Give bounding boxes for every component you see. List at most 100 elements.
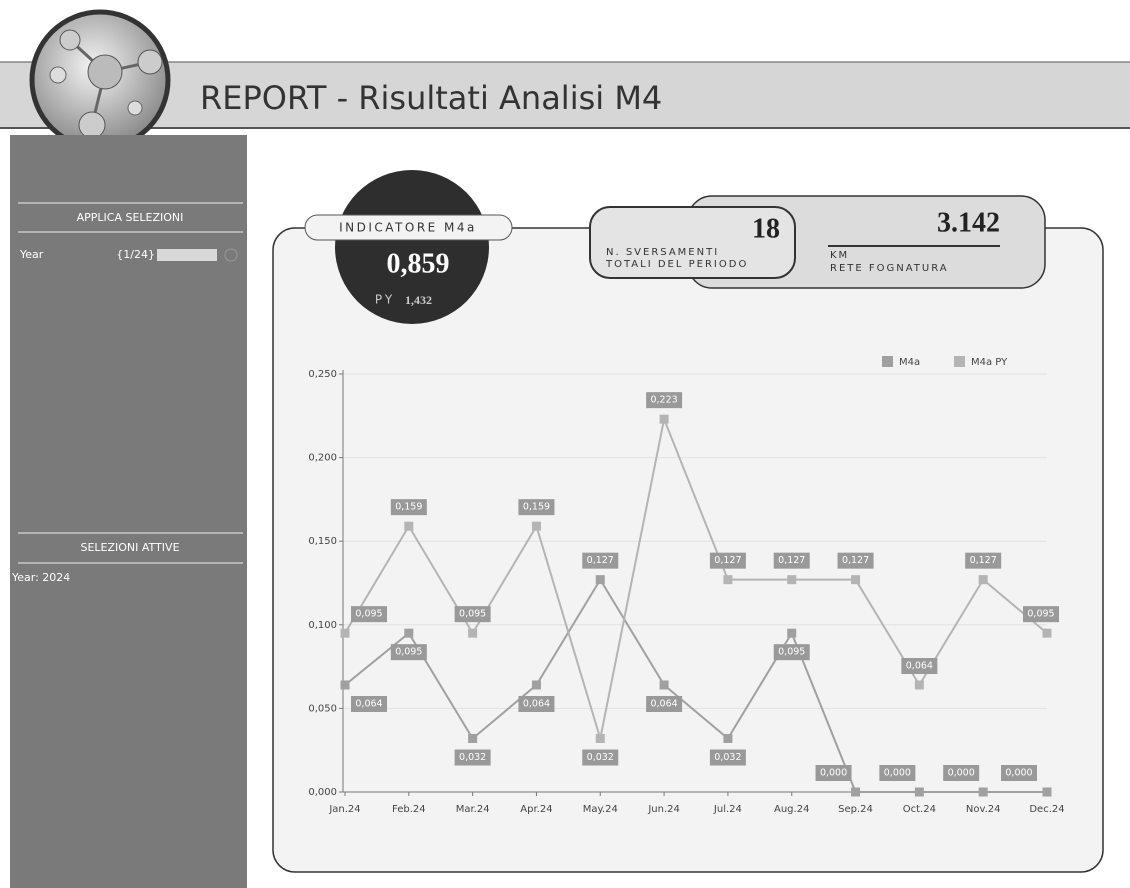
kpi-tag	[304, 214, 513, 241]
value-label: 0,159	[395, 502, 422, 513]
series-line	[344, 577, 1047, 793]
section-title: APPLICA SELEZIONI	[77, 211, 184, 224]
kpi-label: N. SVERSAMENTI	[606, 247, 719, 258]
x-tick-label: Nov.24	[966, 804, 1001, 815]
legend-label: M4a PY	[971, 357, 1008, 368]
filter-slider[interactable]	[157, 249, 217, 261]
value-label-bg	[837, 552, 874, 569]
kpi-label: INDICATORE M4a	[339, 221, 477, 235]
value-label-bg	[518, 499, 555, 516]
point-marker	[1042, 628, 1052, 638]
x-tick-label: Jul.24	[713, 804, 742, 815]
y-tick-label: 0,050	[308, 703, 337, 714]
value-label: 0,064	[523, 698, 550, 709]
value-label: 0,000	[1005, 768, 1032, 779]
value-label: 0,032	[587, 752, 614, 763]
value-label-bg	[1023, 606, 1059, 623]
point-marker	[468, 628, 478, 638]
value-label-bg	[773, 644, 810, 661]
point-marker	[914, 680, 924, 690]
value-label-bg	[351, 695, 387, 712]
kpi-label: RETE FOGNATURA	[830, 263, 949, 274]
kpi-value: 3.142	[937, 207, 1000, 238]
value-label: 0,032	[714, 752, 741, 763]
point-marker	[1042, 787, 1052, 797]
value-label-bg	[879, 765, 916, 781]
point-marker	[468, 733, 478, 743]
value-label: 0,095	[459, 609, 486, 620]
kpi-value: 0,859	[387, 248, 450, 279]
x-tick-label: Apr.24	[520, 804, 552, 815]
point-marker	[723, 733, 733, 743]
value-label-bg	[351, 606, 387, 623]
value-label-bg	[965, 552, 1002, 569]
kpi-label: TOTALI DEL PERIODO	[605, 259, 748, 270]
value-label: 0,095	[395, 647, 422, 658]
x-tick-label: Feb.24	[392, 804, 426, 815]
y-tick-label: 0,150	[308, 536, 337, 547]
value-label: 0,000	[884, 768, 911, 779]
x-tick-label: Jan.24	[328, 804, 360, 815]
reset-icon[interactable]	[224, 248, 238, 262]
point-marker	[787, 628, 797, 638]
point-marker	[851, 575, 861, 585]
point-marker	[723, 575, 733, 585]
logo	[29, 9, 171, 151]
x-tick-label: Dec.24	[1029, 804, 1064, 815]
legend-swatch	[882, 356, 893, 367]
x-tick-label: Aug.24	[774, 804, 809, 815]
value-label-bg	[901, 657, 938, 674]
point-marker	[595, 733, 605, 743]
value-label: 0,064	[355, 698, 382, 709]
y-tick-label: 0,250	[308, 369, 337, 380]
point-marker	[659, 414, 669, 424]
value-label-bg	[773, 552, 810, 569]
line-chart: 0,000 0,050 0,100 0,150 0,200 0,250 Jan.24 Feb.…	[308, 356, 1065, 815]
point-marker	[978, 575, 988, 585]
page-title: REPORT - Risultati Analisi M4	[200, 79, 662, 117]
value-label: 0,064	[650, 698, 677, 709]
value-label: 0,064	[906, 660, 933, 671]
x-tick-label: Sep.24	[838, 804, 873, 815]
point-marker	[851, 787, 861, 797]
kpi-py-label: PY	[375, 293, 395, 307]
value-label-bg	[646, 392, 683, 409]
legend-swatch	[954, 356, 965, 367]
value-label-bg	[390, 644, 427, 661]
x-tick-label: Jun.24	[647, 804, 680, 815]
value-label: 0,032	[459, 752, 486, 763]
point-marker	[659, 680, 669, 690]
value-label: 0,127	[714, 555, 741, 566]
x-tick-label: May.24	[583, 804, 618, 815]
value-label-bg	[709, 749, 746, 766]
point-marker	[340, 680, 350, 690]
kpi-card	[589, 206, 796, 279]
kpi-unit: KM	[830, 250, 849, 261]
y-tick-label: 0,000	[308, 787, 337, 798]
section-title: SELEZIONI ATTIVE	[80, 541, 179, 554]
kpi-circle	[335, 170, 489, 324]
x-tick-label: Mar.24	[456, 804, 490, 815]
value-label: 0,127	[587, 555, 614, 566]
value-label: 0,000	[948, 768, 975, 779]
value-label-bg	[454, 606, 491, 623]
value-label-bg	[815, 765, 852, 781]
header-band	[0, 62, 1130, 128]
value-label: 0,127	[778, 555, 805, 566]
value-label: 0,095	[355, 609, 382, 620]
point-marker	[531, 680, 541, 690]
filter-value[interactable]: {1/24}	[116, 248, 155, 261]
value-label-bg	[646, 695, 683, 712]
x-tick-label: Oct.24	[903, 804, 936, 815]
point-marker	[340, 628, 350, 638]
point-marker	[978, 787, 988, 797]
point-marker	[531, 521, 541, 531]
point-marker	[404, 628, 414, 638]
value-label-bg	[709, 552, 746, 569]
point-marker	[914, 787, 924, 797]
value-label: 0,223	[650, 395, 677, 406]
point-marker	[404, 521, 414, 531]
kpi-py-value: 1,432	[405, 293, 432, 307]
